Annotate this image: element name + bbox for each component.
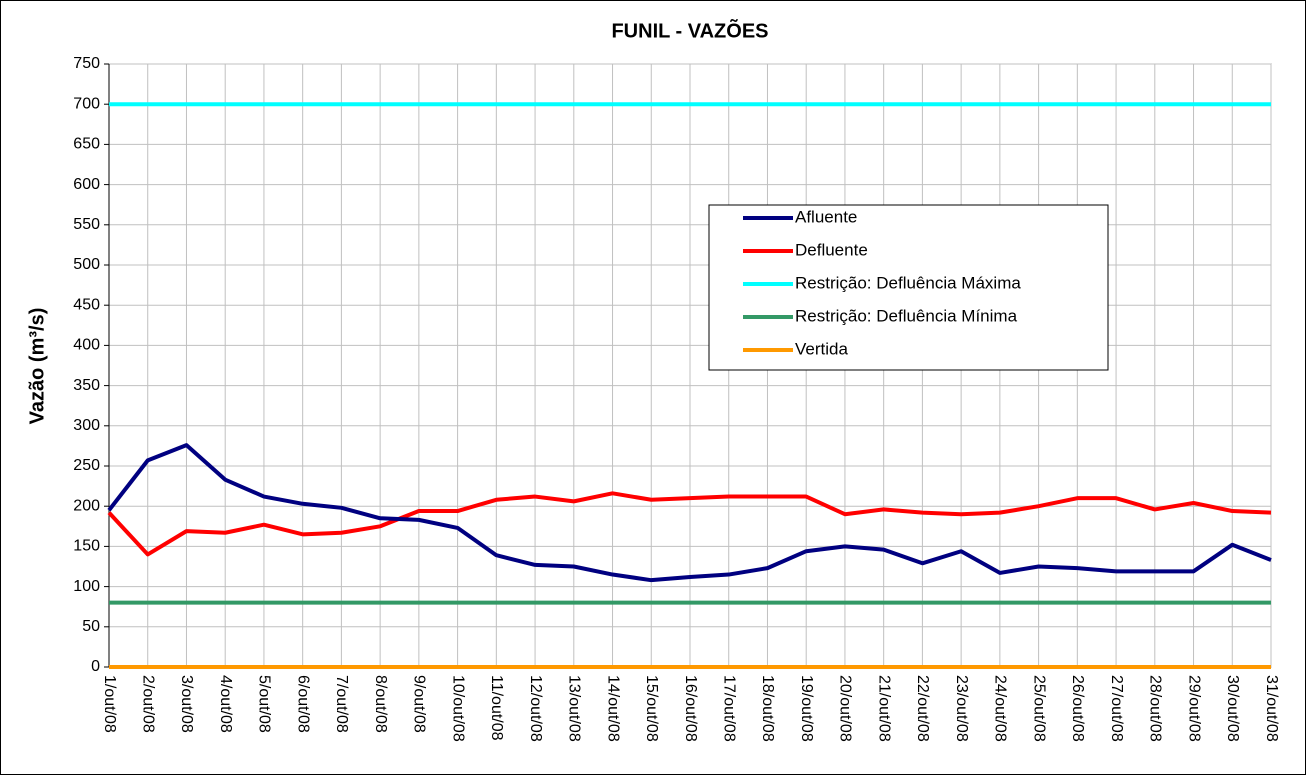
- x-tick-label: 24/out/08: [992, 675, 1009, 742]
- y-tick-label: 0: [91, 658, 100, 675]
- x-tick-label: 7/out/08: [333, 675, 350, 733]
- x-tick-label: 9/out/08: [411, 675, 428, 733]
- legend: Afluente Defluente Restrição: Defluência M…: [708, 204, 1109, 371]
- y-tick-label: 350: [73, 377, 100, 394]
- x-tick-label: 5/out/08: [256, 675, 273, 733]
- legend-label: Vertida: [795, 339, 848, 358]
- x-tick-label: 1/out/08: [101, 675, 118, 733]
- y-tick-label: 400: [73, 337, 100, 354]
- legend-label: Restrição: Defluência Máxima: [795, 273, 1021, 292]
- x-tick-label: 22/out/08: [914, 675, 931, 742]
- legend-box: [708, 204, 1109, 371]
- x-tick-label: 31/out/08: [1263, 675, 1280, 742]
- series-line: [107, 443, 1272, 583]
- x-tick-label: 13/out/08: [566, 675, 583, 742]
- x-tick-label: 3/out/08: [178, 675, 195, 733]
- y-tick-label: 550: [73, 216, 100, 233]
- x-tick-label: 8/out/08: [372, 675, 389, 733]
- legend-label: Restrição: Defluência Mínima: [795, 306, 1018, 325]
- legend-label: Afluente: [795, 207, 857, 226]
- y-tick-label: 100: [73, 578, 100, 595]
- legend-label: Defluente: [795, 240, 868, 259]
- chart-title: FUNIL - VAZÕES: [611, 18, 768, 42]
- y-tick-label: 150: [73, 538, 100, 555]
- y-tick-label: 450: [73, 296, 100, 313]
- y-tick-label: 500: [73, 256, 100, 273]
- x-tick-label: 19/out/08: [798, 675, 815, 742]
- y-tick-label: 600: [73, 176, 100, 193]
- y-tick-label: 650: [73, 136, 100, 153]
- y-tick-label: 200: [73, 497, 100, 514]
- series-line: [107, 491, 1272, 557]
- y-tick-label: 50: [82, 618, 100, 635]
- x-tick-label: 14/out/08: [604, 675, 621, 742]
- y-tick-label: 750: [73, 55, 100, 72]
- x-tick-label: 28/out/08: [1147, 675, 1164, 742]
- x-tick-label: 25/out/08: [1030, 675, 1047, 742]
- x-tick-label: 26/out/08: [1069, 675, 1086, 742]
- y-tick-label: 250: [73, 457, 100, 474]
- x-tick-label: 21/out/08: [875, 675, 892, 742]
- x-tick-label: 16/out/08: [682, 675, 699, 742]
- x-tick-label: 18/out/08: [759, 675, 776, 742]
- x-tick-label: 27/out/08: [1108, 675, 1125, 742]
- x-tick-label: 11/out/08: [488, 675, 505, 741]
- x-tick-label: 10/out/08: [449, 675, 466, 742]
- x-tick-label: 29/out/08: [1185, 675, 1202, 742]
- x-tick-label: 17/out/08: [720, 675, 737, 742]
- y-tick-label: 300: [73, 417, 100, 434]
- y-axis-label: Vazão (m³/s): [26, 308, 48, 425]
- x-tick-label: 30/out/08: [1224, 675, 1241, 742]
- x-tick-label: 20/out/08: [837, 675, 854, 742]
- y-tick-label: 700: [73, 95, 100, 112]
- x-tick-label: 2/out/08: [139, 675, 156, 733]
- x-tick-label: 15/out/08: [643, 675, 660, 742]
- x-tick-label: 4/out/08: [217, 675, 234, 733]
- x-tick-label: 23/out/08: [953, 675, 970, 742]
- x-tick-label: 12/out/08: [527, 675, 544, 742]
- x-tick-label: 6/out/08: [294, 675, 311, 733]
